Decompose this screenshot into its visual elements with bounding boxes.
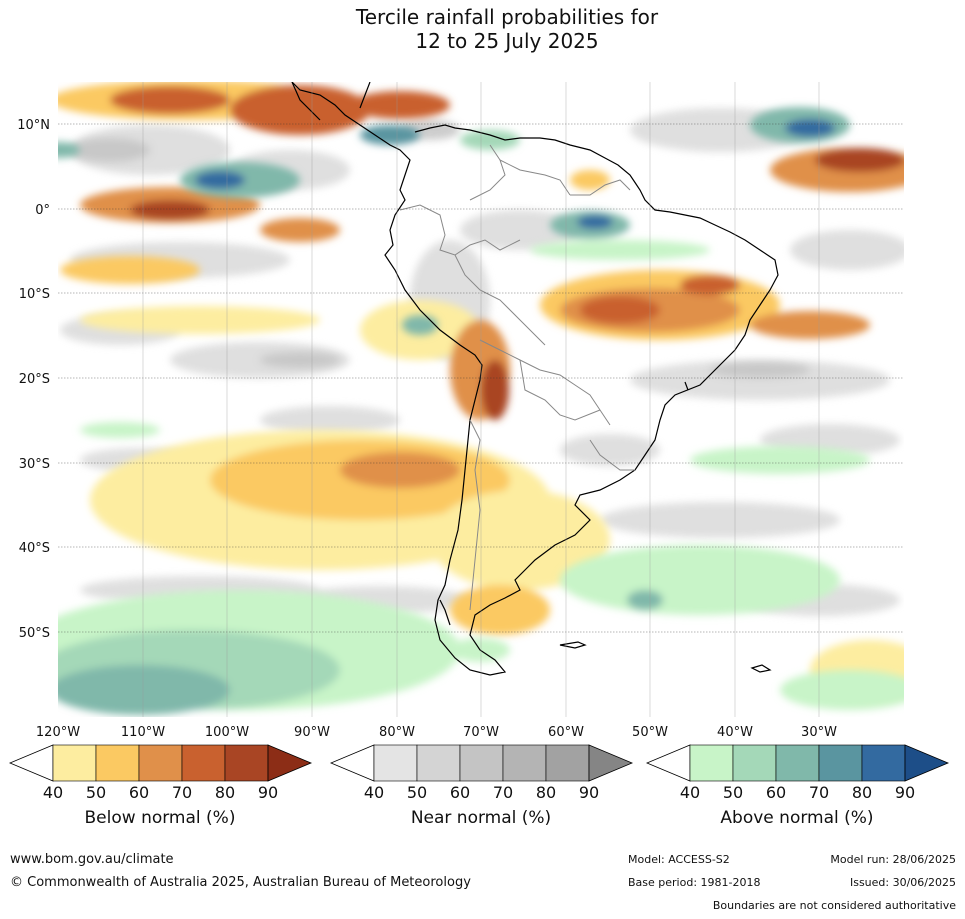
lon-label: 70°W — [463, 725, 499, 740]
colorbar-max-triangle — [267, 744, 313, 782]
lon-label: 80°W — [379, 725, 415, 740]
footer-website: www.bom.gov.au/climate — [10, 852, 174, 867]
colorbar-tick-label: 50 — [723, 783, 743, 802]
footer-model: Model: ACCESS-S2 — [628, 853, 730, 866]
colorbar-tick-label: 90 — [258, 783, 278, 802]
colorbar-tick-label: 70 — [172, 783, 192, 802]
colorbar-min-triangle — [329, 744, 375, 782]
colorbar-min-triangle — [645, 744, 691, 782]
probability-map — [58, 82, 904, 717]
lat-label: 0° — [35, 203, 50, 218]
colorbar-1: 40 50 60 70 80 90 — [329, 744, 634, 802]
colorbar-segment — [732, 744, 777, 782]
lon-label: 60°W — [548, 725, 584, 740]
lon-label: 50°W — [632, 725, 668, 740]
below-normal-colorbar-label: Below normal (%) — [84, 808, 236, 828]
colorbar-tick-label: 60 — [450, 783, 470, 802]
colorbar-tick-label: 40 — [364, 783, 384, 802]
lon-label: 90°W — [294, 725, 330, 740]
lat-label: 50°S — [19, 626, 50, 641]
colorbar-max-triangle — [904, 744, 950, 782]
colorbar-0: 40 50 60 70 80 90 — [8, 744, 313, 802]
lon-label: 40°W — [717, 725, 753, 740]
colorbar-tick-label: 80 — [215, 783, 235, 802]
lat-label: 10°S — [19, 287, 50, 302]
colorbar-segment — [95, 744, 140, 782]
footer-disclaimer: Boundaries are not considered authoritat… — [712, 899, 956, 912]
colorbar-tick-label: 60 — [766, 783, 786, 802]
colorbar-max-triangle — [588, 744, 634, 782]
country-borders — [399, 144, 635, 611]
colorbar-min-triangle — [8, 744, 54, 782]
colorbar-tick-label: 40 — [680, 783, 700, 802]
below-normal-shading — [58, 82, 904, 700]
map-title-line2: 12 to 25 July 2025 — [415, 29, 599, 53]
colorbar-segment — [459, 744, 504, 782]
footer-copyright: © Commonwealth of Australia 2025, Austra… — [10, 875, 471, 890]
colorbar-tick-label: 40 — [43, 783, 63, 802]
colorbar-tick-label: 60 — [129, 783, 149, 802]
map-title-line1: Tercile rainfall probabilities for — [355, 5, 659, 29]
colorbar-segment — [861, 744, 906, 782]
lon-label: 100°W — [205, 725, 249, 740]
lat-label: 40°S — [19, 541, 50, 556]
colorbar-tick-label: 80 — [536, 783, 556, 802]
colorbar-segment — [689, 744, 734, 782]
colorbar-segment — [818, 744, 863, 782]
colorbar-segment — [138, 744, 183, 782]
colorbar-tick-label: 90 — [895, 783, 915, 802]
above-normal-shading — [58, 107, 904, 715]
lat-label: 20°S — [19, 372, 50, 387]
colorbar-tick-label: 50 — [407, 783, 427, 802]
colorbar-segment — [545, 744, 590, 782]
longitude-labels: 120°W 110°W 100°W 90°W 80°W 70°W 60°W 50… — [36, 725, 837, 740]
lon-label: 30°W — [801, 725, 837, 740]
colorbar-segment — [373, 744, 418, 782]
colorbar-tick-label: 70 — [809, 783, 829, 802]
colorbar-segment — [502, 744, 547, 782]
colorbar-tick-label: 70 — [493, 783, 513, 802]
footer-base-period: Base period: 1981-2018 — [628, 876, 761, 889]
colorbar-segment — [181, 744, 226, 782]
colorbar-tick-label: 50 — [86, 783, 106, 802]
colorbar-tick-label: 90 — [579, 783, 599, 802]
lat-label: 10°N — [17, 118, 50, 133]
colorbars: 40 50 60 70 80 90 40 50 60 70 80 90 40 50 60 70 80 90 — [8, 744, 950, 802]
colorbar-segment — [52, 744, 97, 782]
colorbar-segment — [224, 744, 269, 782]
coastline — [291, 82, 779, 676]
colorbar-2: 40 50 60 70 80 90 — [645, 744, 950, 802]
above-normal-colorbar-label: Above normal (%) — [720, 808, 874, 828]
lat-label: 30°S — [19, 457, 50, 472]
latitude-labels: 10°N 0° 10°S 20°S 30°S 40°S 50°S — [17, 118, 50, 641]
lon-label: 120°W — [36, 725, 80, 740]
colorbar-tick-label: 80 — [852, 783, 872, 802]
colorbar-segment — [775, 744, 820, 782]
footer-model-run: Model run: 28/06/2025 — [830, 853, 956, 866]
colorbar-segment — [416, 744, 461, 782]
footer-issued: Issued: 30/06/2025 — [849, 876, 956, 889]
near-normal-colorbar-label: Near normal (%) — [410, 808, 552, 828]
lon-label: 110°W — [121, 725, 165, 740]
